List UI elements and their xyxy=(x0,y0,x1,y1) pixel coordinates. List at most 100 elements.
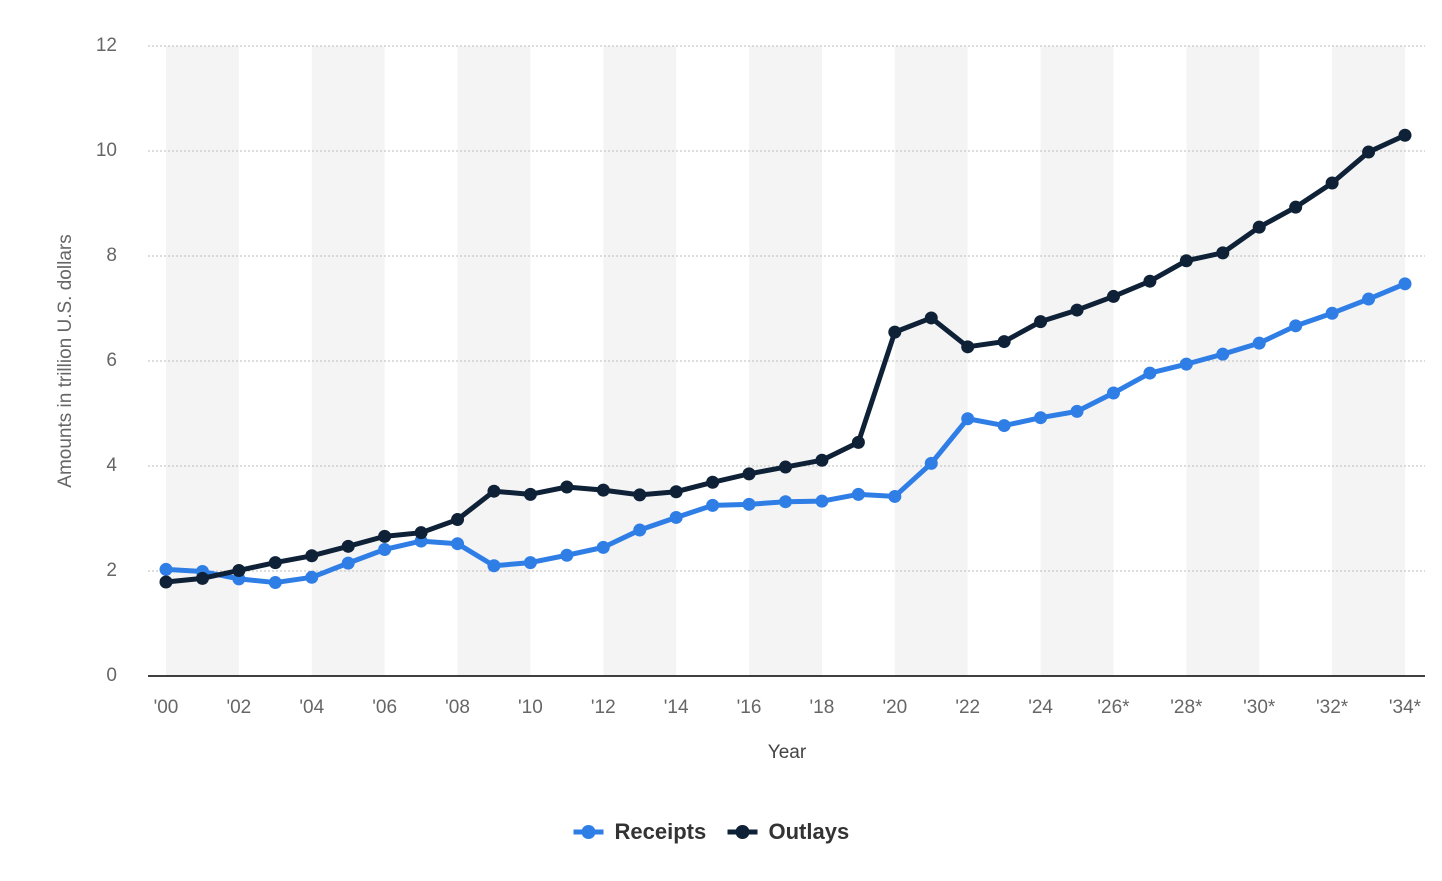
x-tick-label: '24 xyxy=(1028,697,1053,718)
data-point xyxy=(451,537,465,551)
data-point xyxy=(669,485,683,499)
y-tick-label: 8 xyxy=(106,245,117,266)
data-point xyxy=(997,335,1011,349)
data-point xyxy=(523,556,537,570)
data-point xyxy=(451,513,465,527)
data-point xyxy=(742,467,756,481)
x-tick-label: '20 xyxy=(882,697,907,718)
data-point xyxy=(560,548,574,562)
data-point xyxy=(268,556,282,570)
x-tick-label: '18 xyxy=(810,697,835,718)
data-point xyxy=(596,483,610,497)
background-band xyxy=(894,46,968,676)
data-point xyxy=(414,526,428,540)
x-tick-label: '34* xyxy=(1389,697,1422,718)
y-tick-label: 2 xyxy=(106,560,117,581)
data-point xyxy=(1289,319,1303,333)
legend-label: Receipts xyxy=(615,819,707,844)
data-point xyxy=(232,563,246,577)
data-point xyxy=(706,498,720,512)
data-point xyxy=(1325,306,1339,320)
data-point xyxy=(961,412,975,426)
data-point xyxy=(924,311,938,325)
x-tick-label: '02 xyxy=(226,697,251,718)
x-tick-label: '06 xyxy=(372,697,397,718)
x-tick-label: '10 xyxy=(518,697,543,718)
data-point xyxy=(1106,386,1120,400)
x-tick-label: '16 xyxy=(737,697,762,718)
data-point xyxy=(268,576,282,590)
data-point xyxy=(487,484,501,498)
data-point xyxy=(487,559,501,573)
data-point xyxy=(159,575,173,589)
data-point xyxy=(815,494,829,508)
data-point xyxy=(1325,176,1339,190)
data-point xyxy=(1143,366,1157,380)
data-point xyxy=(706,475,720,489)
data-point xyxy=(341,539,355,553)
data-point xyxy=(633,488,647,502)
data-point xyxy=(378,529,392,543)
data-point xyxy=(305,549,319,563)
data-point xyxy=(1289,200,1303,214)
data-point xyxy=(1252,220,1266,234)
data-point xyxy=(1143,274,1157,288)
data-point xyxy=(1070,303,1084,317)
y-tick-label: 10 xyxy=(96,140,117,161)
data-point xyxy=(1362,292,1376,306)
data-point xyxy=(779,495,792,509)
data-point xyxy=(1034,411,1048,425)
legend-label: Outlays xyxy=(769,819,850,844)
data-point xyxy=(1398,277,1412,291)
x-tick-label: '30* xyxy=(1243,697,1276,718)
data-point xyxy=(1216,347,1230,361)
data-point xyxy=(742,497,756,511)
data-point xyxy=(1179,357,1193,371)
data-point xyxy=(1179,254,1193,268)
data-point xyxy=(924,456,938,470)
data-point xyxy=(1034,315,1048,329)
x-tick-label: '08 xyxy=(445,697,470,718)
y-tick-label: 0 xyxy=(106,665,117,686)
data-point xyxy=(961,340,975,354)
data-point xyxy=(596,540,610,554)
data-point xyxy=(378,542,392,556)
legend-marker xyxy=(735,825,750,839)
data-point xyxy=(669,510,683,524)
data-point xyxy=(1216,246,1230,260)
data-point xyxy=(523,487,537,501)
data-point xyxy=(1252,336,1266,350)
data-point xyxy=(851,435,865,449)
x-tick-label: '22 xyxy=(955,697,980,718)
legend-marker xyxy=(581,825,596,839)
data-point xyxy=(1362,145,1376,159)
x-tick-label: '28* xyxy=(1170,697,1203,718)
data-point xyxy=(888,489,902,503)
data-point xyxy=(195,571,209,585)
data-point xyxy=(888,325,902,339)
data-point xyxy=(815,453,829,467)
data-point xyxy=(1106,289,1120,303)
x-tick-label: '04 xyxy=(299,697,324,718)
x-tick-label: '00 xyxy=(154,697,179,718)
x-tick-label: '14 xyxy=(664,697,689,718)
y-axis-label: Amounts in trillion U.S. dollars xyxy=(55,234,76,487)
data-point xyxy=(1398,128,1412,142)
data-point xyxy=(997,419,1011,433)
data-point xyxy=(779,460,792,474)
data-point xyxy=(851,487,865,501)
y-tick-label: 4 xyxy=(106,455,117,476)
data-point xyxy=(159,562,173,576)
x-tick-label: '32* xyxy=(1316,697,1349,718)
y-tick-label: 12 xyxy=(96,35,117,56)
data-point xyxy=(1070,404,1084,418)
x-tick-label: '12 xyxy=(591,697,616,718)
data-point xyxy=(633,523,647,537)
data-point xyxy=(560,480,574,494)
x-axis-label: Year xyxy=(768,742,807,763)
y-tick-label: 6 xyxy=(106,350,117,371)
data-point xyxy=(305,570,319,584)
data-point xyxy=(341,556,355,570)
x-tick-label: '26* xyxy=(1097,697,1130,718)
